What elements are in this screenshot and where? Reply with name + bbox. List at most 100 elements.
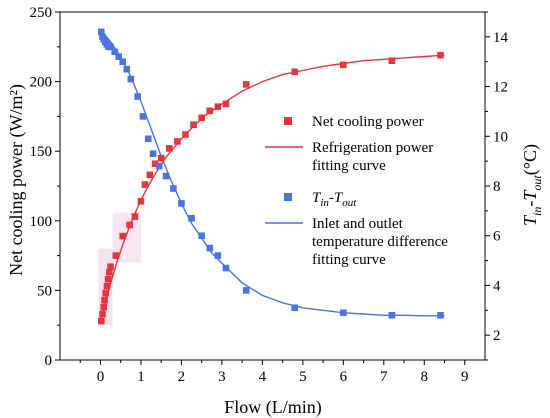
- data-point: [388, 311, 396, 319]
- y-axis-right-title-part: -: [520, 201, 540, 207]
- data-point: [127, 75, 135, 83]
- data-point: [291, 304, 299, 312]
- data-point: [134, 93, 142, 100]
- data-point: [291, 68, 299, 76]
- y-right-tick-label: 8: [493, 179, 501, 195]
- y-axis-right-title-part: in: [530, 207, 544, 216]
- fit-line: [99, 54, 445, 322]
- data-point: [340, 309, 347, 317]
- data-point: [107, 43, 114, 51]
- data-point: [178, 200, 185, 207]
- legend-label-part: T: [312, 190, 322, 206]
- data-point: [174, 138, 181, 145]
- x-tick-label: 4: [259, 369, 267, 385]
- data-point: [222, 264, 230, 272]
- y-axis-right-title-part: T: [520, 214, 540, 226]
- data-point: [437, 311, 444, 319]
- x-tick-label: 9: [461, 369, 469, 385]
- data-point: [112, 252, 120, 259]
- data-point: [97, 317, 105, 325]
- data-point: [97, 28, 105, 36]
- y-right-tick-label: 2: [493, 328, 501, 344]
- y-right-tick-label: 6: [493, 229, 501, 245]
- legend-label: Inlet and outlet: [312, 216, 404, 232]
- legend-label-part: -: [329, 190, 334, 206]
- data-point: [119, 232, 127, 240]
- legend-label: fitting curve: [312, 252, 386, 268]
- data-point: [144, 135, 152, 143]
- data-point: [123, 65, 131, 73]
- legend-label: Refrigeration power: [312, 140, 433, 156]
- legend-label-part: T: [334, 190, 344, 206]
- x-tick-label: 8: [421, 369, 429, 385]
- x-tick-label: 5: [299, 369, 307, 385]
- x-tick-label: 7: [380, 369, 388, 385]
- data-point: [198, 232, 205, 240]
- data-point: [182, 131, 189, 138]
- data-point: [242, 287, 250, 294]
- y-axis-right-title-part: (°C): [520, 144, 541, 175]
- data-point: [190, 121, 197, 129]
- data-point: [162, 172, 170, 180]
- data-point: [165, 145, 173, 152]
- y-left-tick-label: 200: [30, 75, 53, 91]
- legend-label: Tin-Tout: [312, 190, 357, 209]
- legend-label-part: out: [342, 197, 357, 209]
- series-layer: [97, 28, 445, 325]
- y-left-tick-label: 250: [30, 5, 53, 21]
- data-point: [141, 181, 149, 188]
- data-point: [131, 213, 139, 220]
- legend-marker: [284, 117, 292, 125]
- x-axis-title: Flow (L/min): [224, 397, 322, 418]
- data-point: [155, 162, 163, 170]
- legend-label-part: in: [320, 197, 329, 209]
- data-point: [206, 107, 214, 115]
- legend: Net cooling power Refrigeration power fitt…: [265, 114, 448, 268]
- data-point: [126, 221, 133, 229]
- data-point: [214, 252, 222, 259]
- data-point: [151, 160, 159, 168]
- data-point: [170, 185, 177, 192]
- data-point: [188, 215, 195, 222]
- data-point: [107, 263, 114, 271]
- y-left-tick-label: 0: [45, 353, 53, 369]
- data-point: [139, 113, 147, 120]
- data-point: [157, 154, 165, 162]
- data-point: [101, 296, 108, 304]
- x-tick-label: 6: [340, 369, 348, 385]
- y-right-tick-label: 10: [493, 129, 508, 145]
- data-point: [206, 244, 214, 252]
- data-point: [106, 269, 113, 276]
- legend-label: Net cooling power: [312, 114, 424, 130]
- data-point: [137, 198, 145, 205]
- data-point: [437, 51, 444, 59]
- x-tick-label: 0: [97, 369, 105, 385]
- y-axis-right-title-part: T: [520, 189, 540, 201]
- data-point: [102, 289, 110, 297]
- y-left-tick-label: 150: [30, 144, 53, 160]
- x-tick-label: 3: [218, 369, 226, 385]
- y-axis-left-title: Net cooling power (W/m²): [6, 84, 27, 276]
- data-point: [214, 103, 222, 110]
- y-axis-right-title: Tin-Tout(°C): [520, 144, 544, 226]
- y-axis-right-title-part: out: [530, 175, 544, 191]
- data-point: [100, 303, 108, 311]
- y-right-tick-label: 14: [493, 30, 509, 46]
- legend-label: fitting curve: [312, 158, 386, 174]
- data-point: [149, 150, 157, 157]
- data-point: [198, 114, 205, 122]
- y-left-tick-label: 100: [30, 214, 53, 230]
- legend-label: temperature difference: [312, 234, 448, 250]
- data-point: [146, 171, 154, 179]
- data-point: [115, 53, 122, 61]
- data-point: [111, 48, 118, 56]
- data-point: [119, 58, 127, 66]
- legend-marker: [284, 193, 292, 201]
- x-tick-label: 1: [137, 369, 145, 385]
- x-tick-label: 2: [178, 369, 186, 385]
- y-right-tick-label: 12: [493, 80, 508, 96]
- y-right-tick-label: 4: [493, 278, 501, 294]
